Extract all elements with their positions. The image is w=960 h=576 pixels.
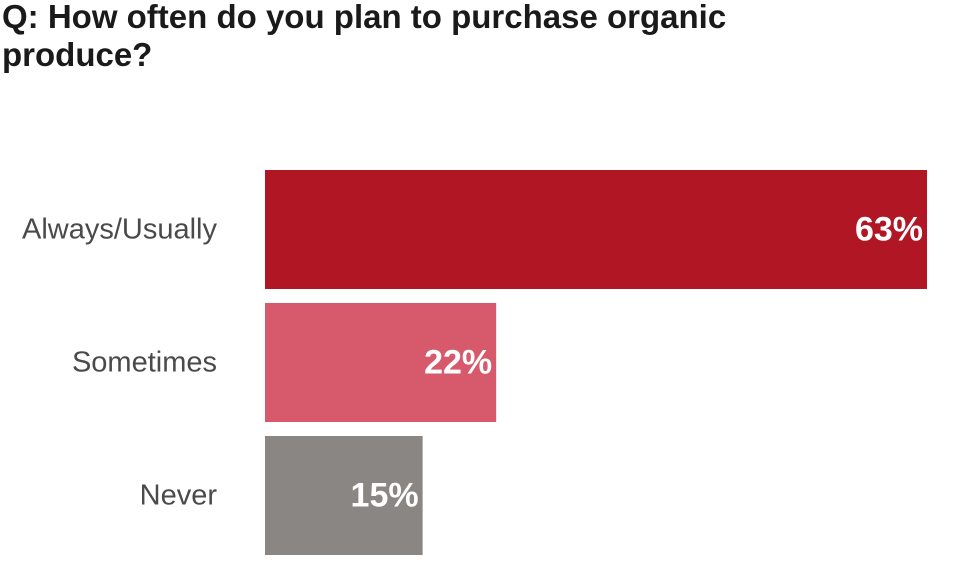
category-label-never: Never <box>140 480 218 512</box>
value-label-sometimes: 22% <box>424 344 492 382</box>
category-label-always-usually: Always/Usually <box>22 214 217 246</box>
category-label-sometimes: Sometimes <box>72 347 217 379</box>
chart-title: Q: How often do you plan to purchase org… <box>2 0 727 73</box>
value-label-never: 15% <box>351 477 419 515</box>
bars-group <box>265 170 927 555</box>
bar-never <box>265 436 423 555</box>
bar-always-usually <box>265 170 927 289</box>
value-label-always-usually: 63% <box>855 211 923 249</box>
bar-sometimes <box>265 303 497 422</box>
labels-group: Always/Usually 63% Sometimes 22% Never 15% <box>22 211 923 515</box>
